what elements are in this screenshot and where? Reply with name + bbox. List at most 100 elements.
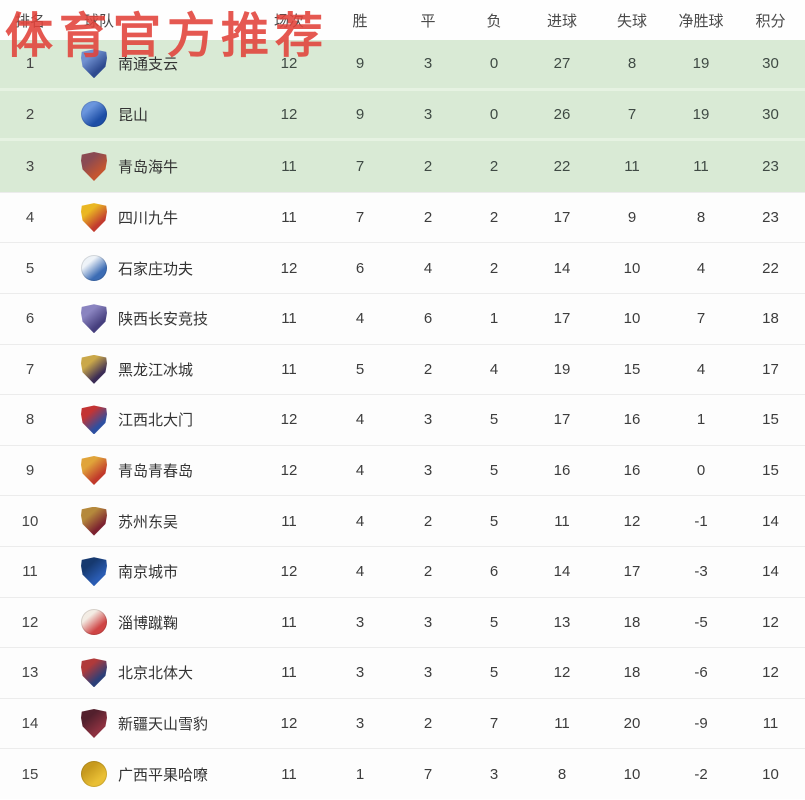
losses-cell: 5 bbox=[489, 613, 499, 631]
team-cell[interactable]: 南京城市 bbox=[60, 557, 252, 587]
played-cell: 11 bbox=[281, 157, 297, 175]
draws-cell: 7 bbox=[423, 765, 433, 783]
team-name: 新疆天山雪豹 bbox=[118, 716, 209, 734]
draws-cell: 3 bbox=[423, 411, 433, 429]
played-cell: 11 bbox=[281, 310, 297, 328]
draws-cell: 4 bbox=[423, 259, 433, 277]
team-cell[interactable]: 南通支云 bbox=[60, 49, 252, 79]
wins-cell: 7 bbox=[355, 209, 365, 227]
goals-for-cell: 19 bbox=[553, 360, 571, 378]
column-header-goal-diff: 净胜球 bbox=[678, 12, 724, 30]
goals-against-cell: 16 bbox=[623, 411, 641, 429]
points-cell: 18 bbox=[762, 310, 779, 328]
table-row: 15 广西平果哈嘹 11 1 7 3 8 10 -2 10 bbox=[0, 748, 805, 799]
table-row: 14 新疆天山雪豹 12 3 2 7 11 20 -9 11 bbox=[0, 697, 805, 749]
points-cell: 30 bbox=[762, 105, 779, 123]
goals-for-cell: 27 bbox=[553, 55, 571, 73]
goal-diff-cell: 19 bbox=[692, 55, 710, 73]
played-cell: 12 bbox=[280, 55, 298, 73]
goals-for-cell: 8 bbox=[557, 765, 567, 783]
table-row: 9 青岛青春岛 12 4 3 5 16 16 0 15 bbox=[0, 444, 805, 496]
team-crest-icon bbox=[81, 304, 107, 334]
points-cell: 10 bbox=[762, 765, 779, 783]
team-cell[interactable]: 淄博蹴鞠 bbox=[60, 609, 252, 636]
played-cell: 11 bbox=[281, 664, 297, 682]
goal-diff-cell: -6 bbox=[694, 664, 708, 682]
team-cell[interactable]: 广西平果哈嘹 bbox=[60, 761, 252, 788]
goals-against-cell: 12 bbox=[623, 512, 641, 530]
column-header-points: 积分 bbox=[755, 12, 786, 30]
played-cell: 11 bbox=[281, 512, 297, 530]
team-cell[interactable]: 青岛海牛 bbox=[60, 151, 252, 181]
points-cell: 23 bbox=[762, 157, 779, 175]
team-cell[interactable]: 青岛青春岛 bbox=[60, 456, 252, 486]
team-crest-icon bbox=[81, 557, 107, 587]
wins-cell: 7 bbox=[355, 157, 365, 175]
team-crest-icon bbox=[81, 151, 107, 181]
column-header-rank: 排名 bbox=[14, 12, 45, 30]
goals-for-cell: 13 bbox=[553, 613, 571, 631]
goal-diff-cell: -9 bbox=[694, 715, 708, 733]
table-row: 4 四川九牛 11 7 2 2 17 9 8 23 bbox=[0, 191, 805, 243]
played-cell: 12 bbox=[280, 259, 298, 277]
losses-cell: 7 bbox=[489, 715, 499, 733]
goals-against-cell: 17 bbox=[623, 563, 641, 581]
draws-cell: 3 bbox=[423, 613, 433, 631]
losses-cell: 3 bbox=[489, 765, 499, 783]
points-cell: 14 bbox=[762, 563, 779, 581]
team-cell[interactable]: 昆山 bbox=[60, 101, 252, 128]
played-cell: 11 bbox=[281, 209, 297, 227]
team-crest-icon bbox=[81, 609, 107, 636]
goals-against-cell: 7 bbox=[627, 105, 637, 123]
losses-cell: 5 bbox=[489, 411, 499, 429]
goals-against-cell: 10 bbox=[623, 765, 641, 783]
team-name: 广西平果哈嘹 bbox=[118, 766, 209, 784]
table-row: 2 昆山 12 9 3 0 26 7 19 30 bbox=[0, 90, 805, 142]
goals-for-cell: 22 bbox=[553, 157, 571, 175]
draws-cell: 2 bbox=[423, 563, 433, 581]
team-crest-icon bbox=[81, 354, 107, 384]
table-row: 13 北京北体大 11 3 3 5 12 18 -6 12 bbox=[0, 647, 805, 698]
team-name: 青岛海牛 bbox=[118, 158, 179, 176]
goals-for-cell: 14 bbox=[553, 563, 571, 581]
goal-diff-cell: -3 bbox=[694, 563, 708, 581]
team-crest-icon bbox=[81, 255, 107, 282]
wins-cell: 4 bbox=[355, 310, 365, 328]
team-cell[interactable]: 黑龙江冰城 bbox=[60, 354, 252, 384]
team-name: 黑龙江冰城 bbox=[118, 361, 194, 379]
team-name: 北京北体大 bbox=[118, 665, 194, 683]
team-cell[interactable]: 石家庄功夫 bbox=[60, 255, 252, 282]
team-cell[interactable]: 四川九牛 bbox=[60, 203, 252, 233]
points-cell: 11 bbox=[762, 715, 779, 733]
played-cell: 11 bbox=[281, 613, 297, 631]
rank-cell: 13 bbox=[21, 664, 39, 682]
rank-cell: 6 bbox=[25, 310, 35, 328]
team-cell[interactable]: 北京北体大 bbox=[60, 658, 252, 688]
column-header-goals-for: 进球 bbox=[546, 12, 577, 30]
goals-against-cell: 20 bbox=[623, 715, 641, 733]
table-row: 6 陕西长安竞技 11 4 6 1 17 10 7 18 bbox=[0, 292, 805, 344]
column-header-goals-against: 失球 bbox=[616, 12, 647, 30]
goals-against-cell: 16 bbox=[623, 462, 641, 480]
goal-diff-cell: 1 bbox=[696, 411, 706, 429]
goals-against-cell: 9 bbox=[627, 209, 637, 227]
team-cell[interactable]: 苏州东吴 bbox=[60, 506, 252, 536]
team-crest-icon bbox=[81, 761, 107, 788]
team-crest-icon bbox=[81, 405, 107, 435]
team-crest-icon bbox=[81, 101, 107, 128]
team-name: 陕西长安竞技 bbox=[118, 311, 209, 329]
team-crest-icon bbox=[81, 709, 107, 739]
played-cell: 12 bbox=[280, 105, 298, 123]
team-name: 昆山 bbox=[118, 106, 149, 124]
rank-cell: 2 bbox=[25, 105, 35, 123]
team-cell[interactable]: 陕西长安竞技 bbox=[60, 304, 252, 334]
goals-for-cell: 17 bbox=[553, 209, 571, 227]
team-cell[interactable]: 江西北大门 bbox=[60, 405, 252, 435]
team-cell[interactable]: 新疆天山雪豹 bbox=[60, 709, 252, 739]
wins-cell: 5 bbox=[355, 360, 365, 378]
goals-for-cell: 26 bbox=[553, 105, 571, 123]
goals-for-cell: 11 bbox=[554, 715, 570, 733]
table-row: 12 淄博蹴鞠 11 3 3 5 13 18 -5 12 bbox=[0, 596, 805, 648]
losses-cell: 6 bbox=[489, 563, 499, 581]
